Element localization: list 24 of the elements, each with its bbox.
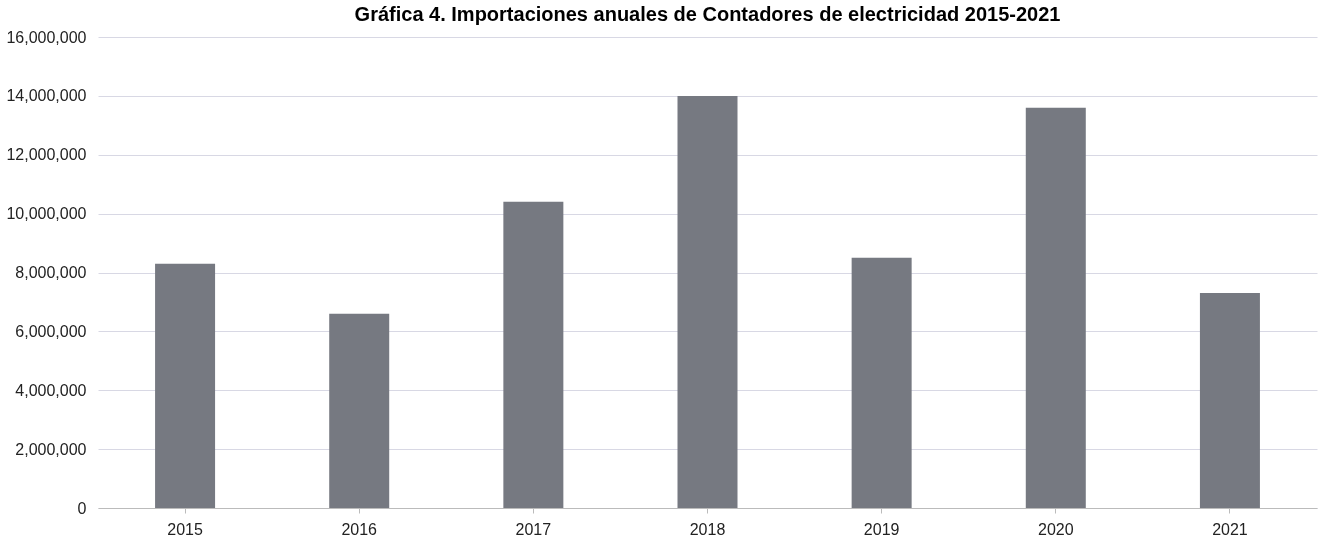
x-tick-label: 2017 bbox=[515, 520, 552, 538]
y-tick-label: 10,000,000 bbox=[6, 205, 87, 223]
y-tick-label: 0 bbox=[77, 499, 87, 517]
y-tick-label: 6,000,000 bbox=[15, 322, 87, 340]
y-tick-label: 8,000,000 bbox=[15, 264, 87, 281]
x-tick-label: 2020 bbox=[1037, 520, 1074, 538]
bar bbox=[1199, 293, 1260, 508]
bar bbox=[329, 313, 390, 508]
x-tick-label: 2019 bbox=[863, 520, 900, 538]
x-tick-label: 2021 bbox=[1212, 520, 1248, 538]
bar bbox=[1025, 107, 1086, 508]
x-tick-label: 2018 bbox=[689, 520, 726, 538]
y-tick-label: 14,000,000 bbox=[6, 87, 87, 105]
bar bbox=[851, 257, 912, 508]
chart-title: Gráfica 4. Importaciones anuales de Contadores de electricidad 2015-2021 bbox=[354, 3, 1061, 25]
x-tick-label: 2015 bbox=[167, 520, 203, 538]
bar bbox=[503, 201, 564, 508]
x-tick-label: 2016 bbox=[341, 520, 378, 538]
y-tick-label: 4,000,000 bbox=[15, 381, 87, 399]
y-tick-label: 16,000,000 bbox=[6, 28, 87, 46]
y-tick-label: 2,000,000 bbox=[15, 440, 87, 458]
y-tick-label: 12,000,000 bbox=[6, 146, 87, 164]
bar bbox=[155, 263, 216, 508]
bar bbox=[677, 95, 738, 508]
